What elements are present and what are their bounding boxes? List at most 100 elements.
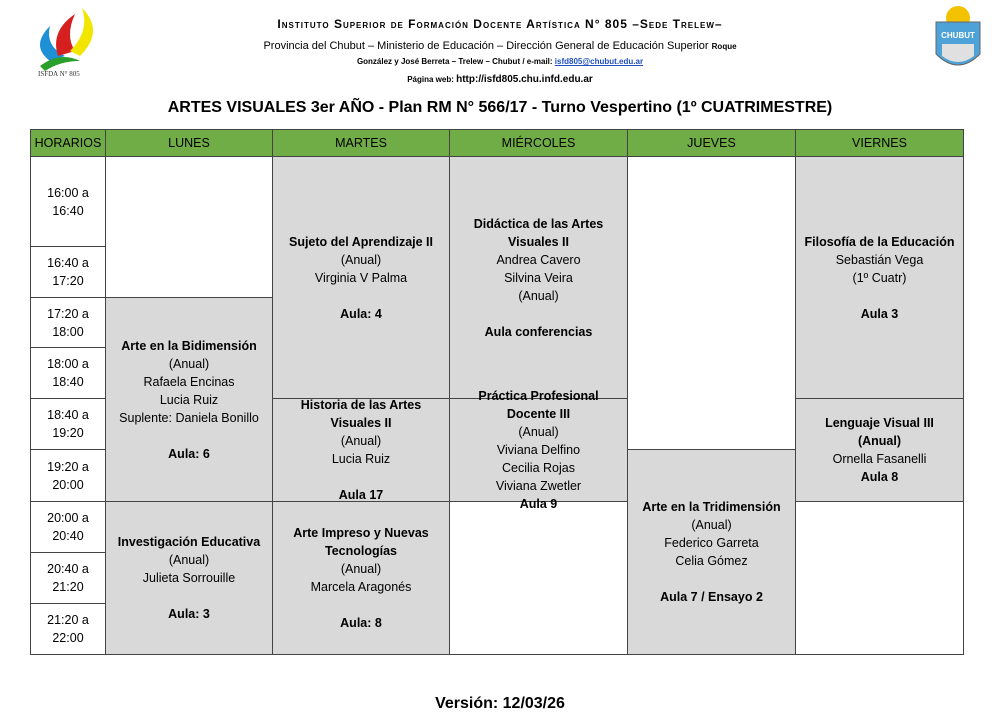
class-line: Aula: 6	[168, 446, 210, 461]
class-line: Lucia Ruiz	[331, 452, 391, 466]
class-line: (Anual)	[518, 288, 559, 303]
class-line: Sebastián Vega	[835, 252, 924, 267]
class-block: Arte en la Tridimensión (Anual) Federico G…	[627, 449, 796, 655]
class-line: (Anual)	[168, 553, 210, 567]
class-line: Aula: 8	[340, 616, 382, 630]
class-line: Aula: 3	[168, 607, 210, 621]
class-block: Filosofía de la Educación Sebastián Vega (…	[795, 156, 964, 399]
address-text: González y José Berreta – Trelew – Chubu…	[356, 57, 553, 66]
class-block: Arte Impreso y Nuevas Tecnologías (Anual) M…	[272, 501, 450, 655]
class-line: Lenguaje Visual III	[825, 416, 934, 430]
time-slot: 20:40 a 21:20	[30, 552, 106, 604]
class-line: Arte en la Tridimensión	[642, 500, 781, 514]
class-block: Arte en la Bidimensión (Anual) Rafaela Enc…	[105, 297, 273, 502]
web-label: Página web:	[407, 75, 454, 84]
class-line: Virginia V Palma	[314, 270, 408, 285]
class-line: (Anual)	[340, 434, 382, 448]
column-header: MIÉRCOLES	[449, 129, 628, 157]
class-block: Didáctica de las Artes Visuales II Andrea …	[449, 156, 628, 399]
class-line: Lucia Ruiz	[159, 392, 219, 407]
ministry-line: Provincia del Chubut – Ministerio de Edu…	[0, 40, 1000, 52]
ministry-text: Provincia del Chubut – Ministerio de Edu…	[263, 40, 709, 52]
class-line: Didáctica de las Artes	[473, 216, 604, 231]
class-line: Arte Impreso y Nuevas	[293, 526, 429, 540]
class-line: Marcela Aragonés	[310, 580, 412, 594]
class-line: Sujeto del Aprendizaje II	[288, 234, 433, 249]
class-line: Aula 9	[519, 497, 558, 511]
class-line: Aula: 4	[340, 306, 382, 321]
email-link[interactable]: isfd805@chubut.edu.ar	[554, 57, 644, 66]
class-line: (Anual)	[691, 518, 732, 532]
column-header-label: MARTES	[335, 136, 387, 150]
column-header-label: JUEVES	[687, 136, 736, 150]
svg-text:ISFDA N° 805: ISFDA N° 805	[38, 70, 80, 78]
class-line: Visuales II	[330, 416, 392, 430]
chubut-shield-logo: CHUBUT	[935, 6, 981, 66]
isfda-logo: ISFDA N° 805	[38, 8, 94, 78]
time-label: 16:00 a 16:40	[47, 185, 89, 218]
time-label: 17:20 a 18:00	[47, 306, 89, 339]
empty-slot	[449, 501, 628, 655]
time-label: 20:00 a 20:40	[47, 511, 89, 543]
class-block: Historia de las Artes Visuales II (Anual) L…	[272, 398, 450, 502]
class-line: Visuales II	[508, 234, 569, 249]
class-line: Silvina Veira	[504, 270, 573, 285]
schedule-title: ARTES VISUALES 3er AÑO - Plan RM N° 566/…	[167, 99, 833, 116]
class-line: (Anual)	[518, 425, 559, 439]
time-slot: 17:20 a 18:00	[30, 297, 106, 348]
class-line: Julieta Sorrouille	[142, 571, 236, 585]
web-url: http://isfd805.chu.infd.edu.ar	[456, 74, 593, 85]
class-block: Lenguaje Visual III (Anual) Ornella Fasane…	[795, 398, 964, 502]
class-line: Celia Gómez	[675, 554, 748, 568]
class-line: Arte en la Bidimensión	[121, 338, 257, 353]
class-line: Federico Garreta	[664, 536, 759, 550]
class-line: Investigación Educativa	[117, 535, 261, 549]
column-header-label: VIERNES	[852, 136, 907, 150]
class-line: Práctica Profesional	[478, 389, 599, 403]
column-header: VIERNES	[795, 129, 964, 157]
class-line: Tecnologías	[324, 544, 397, 558]
address-line: González y José Berreta – Trelew – Chubu…	[0, 57, 1000, 66]
class-block: Investigación Educativa (Anual) Julieta So…	[105, 501, 273, 655]
institute-name: Instituto Superior de Formación Docente …	[277, 17, 723, 31]
class-line: Andrea Cavero	[496, 252, 581, 267]
time-slot: 16:40 a 17:20	[30, 246, 106, 298]
svg-text:CHUBUT: CHUBUT	[941, 31, 975, 40]
class-line: (Anual)	[857, 434, 902, 448]
class-line: Aula 7 / Ensayo 2	[660, 590, 763, 604]
time-label: 18:40 a 19:20	[47, 408, 89, 440]
class-line: (1º Cuatr)	[852, 270, 907, 285]
class-line: Suplente: Daniela Bonillo	[119, 410, 259, 425]
time-label: 21:20 a 22:00	[47, 613, 89, 645]
class-block: Sujeto del Aprendizaje II (Anual) Virginia…	[272, 156, 450, 399]
empty-slot	[627, 156, 796, 450]
address-start: Roque	[711, 42, 737, 51]
column-header: JUEVES	[627, 129, 796, 157]
class-line: Cecilia Rojas	[502, 461, 575, 475]
class-line: Viviana Zwetler	[495, 479, 582, 493]
time-slot: 21:20 a 22:00	[30, 603, 106, 655]
column-header-label: LUNES	[168, 136, 210, 150]
empty-slot	[795, 501, 964, 655]
class-line: Historia de las Artes	[300, 398, 422, 412]
class-line: Aula 17	[338, 488, 384, 502]
class-line: Filosofía de la Educación	[804, 234, 955, 249]
time-slot: 16:00 a 16:40	[30, 156, 106, 247]
time-label: 16:40 a 17:20	[47, 256, 89, 288]
class-line: Aula 8	[860, 470, 899, 484]
time-label: 20:40 a 21:20	[47, 562, 89, 594]
class-block: Práctica Profesional Docente III (Anual) Vi…	[449, 389, 628, 511]
column-header-label: MIÉRCOLES	[501, 136, 576, 150]
web-line: Página web: http://isfd805.chu.infd.edu.…	[0, 74, 1000, 85]
time-slot: 19:20 a 20:00	[30, 449, 106, 502]
column-header: MARTES	[272, 129, 450, 157]
empty-slot	[105, 156, 273, 298]
class-line: (Anual)	[340, 562, 382, 576]
class-line: Docente III	[506, 407, 571, 421]
column-header-label: HORARIOS	[34, 136, 102, 150]
class-line: Ornella Fasanelli	[832, 452, 927, 466]
class-line: Aula 3	[860, 306, 899, 321]
time-slot: 18:00 a 18:40	[30, 347, 106, 399]
time-label: 18:00 a 18:40	[47, 357, 89, 389]
class-line: Rafaela Encinas	[143, 374, 235, 389]
